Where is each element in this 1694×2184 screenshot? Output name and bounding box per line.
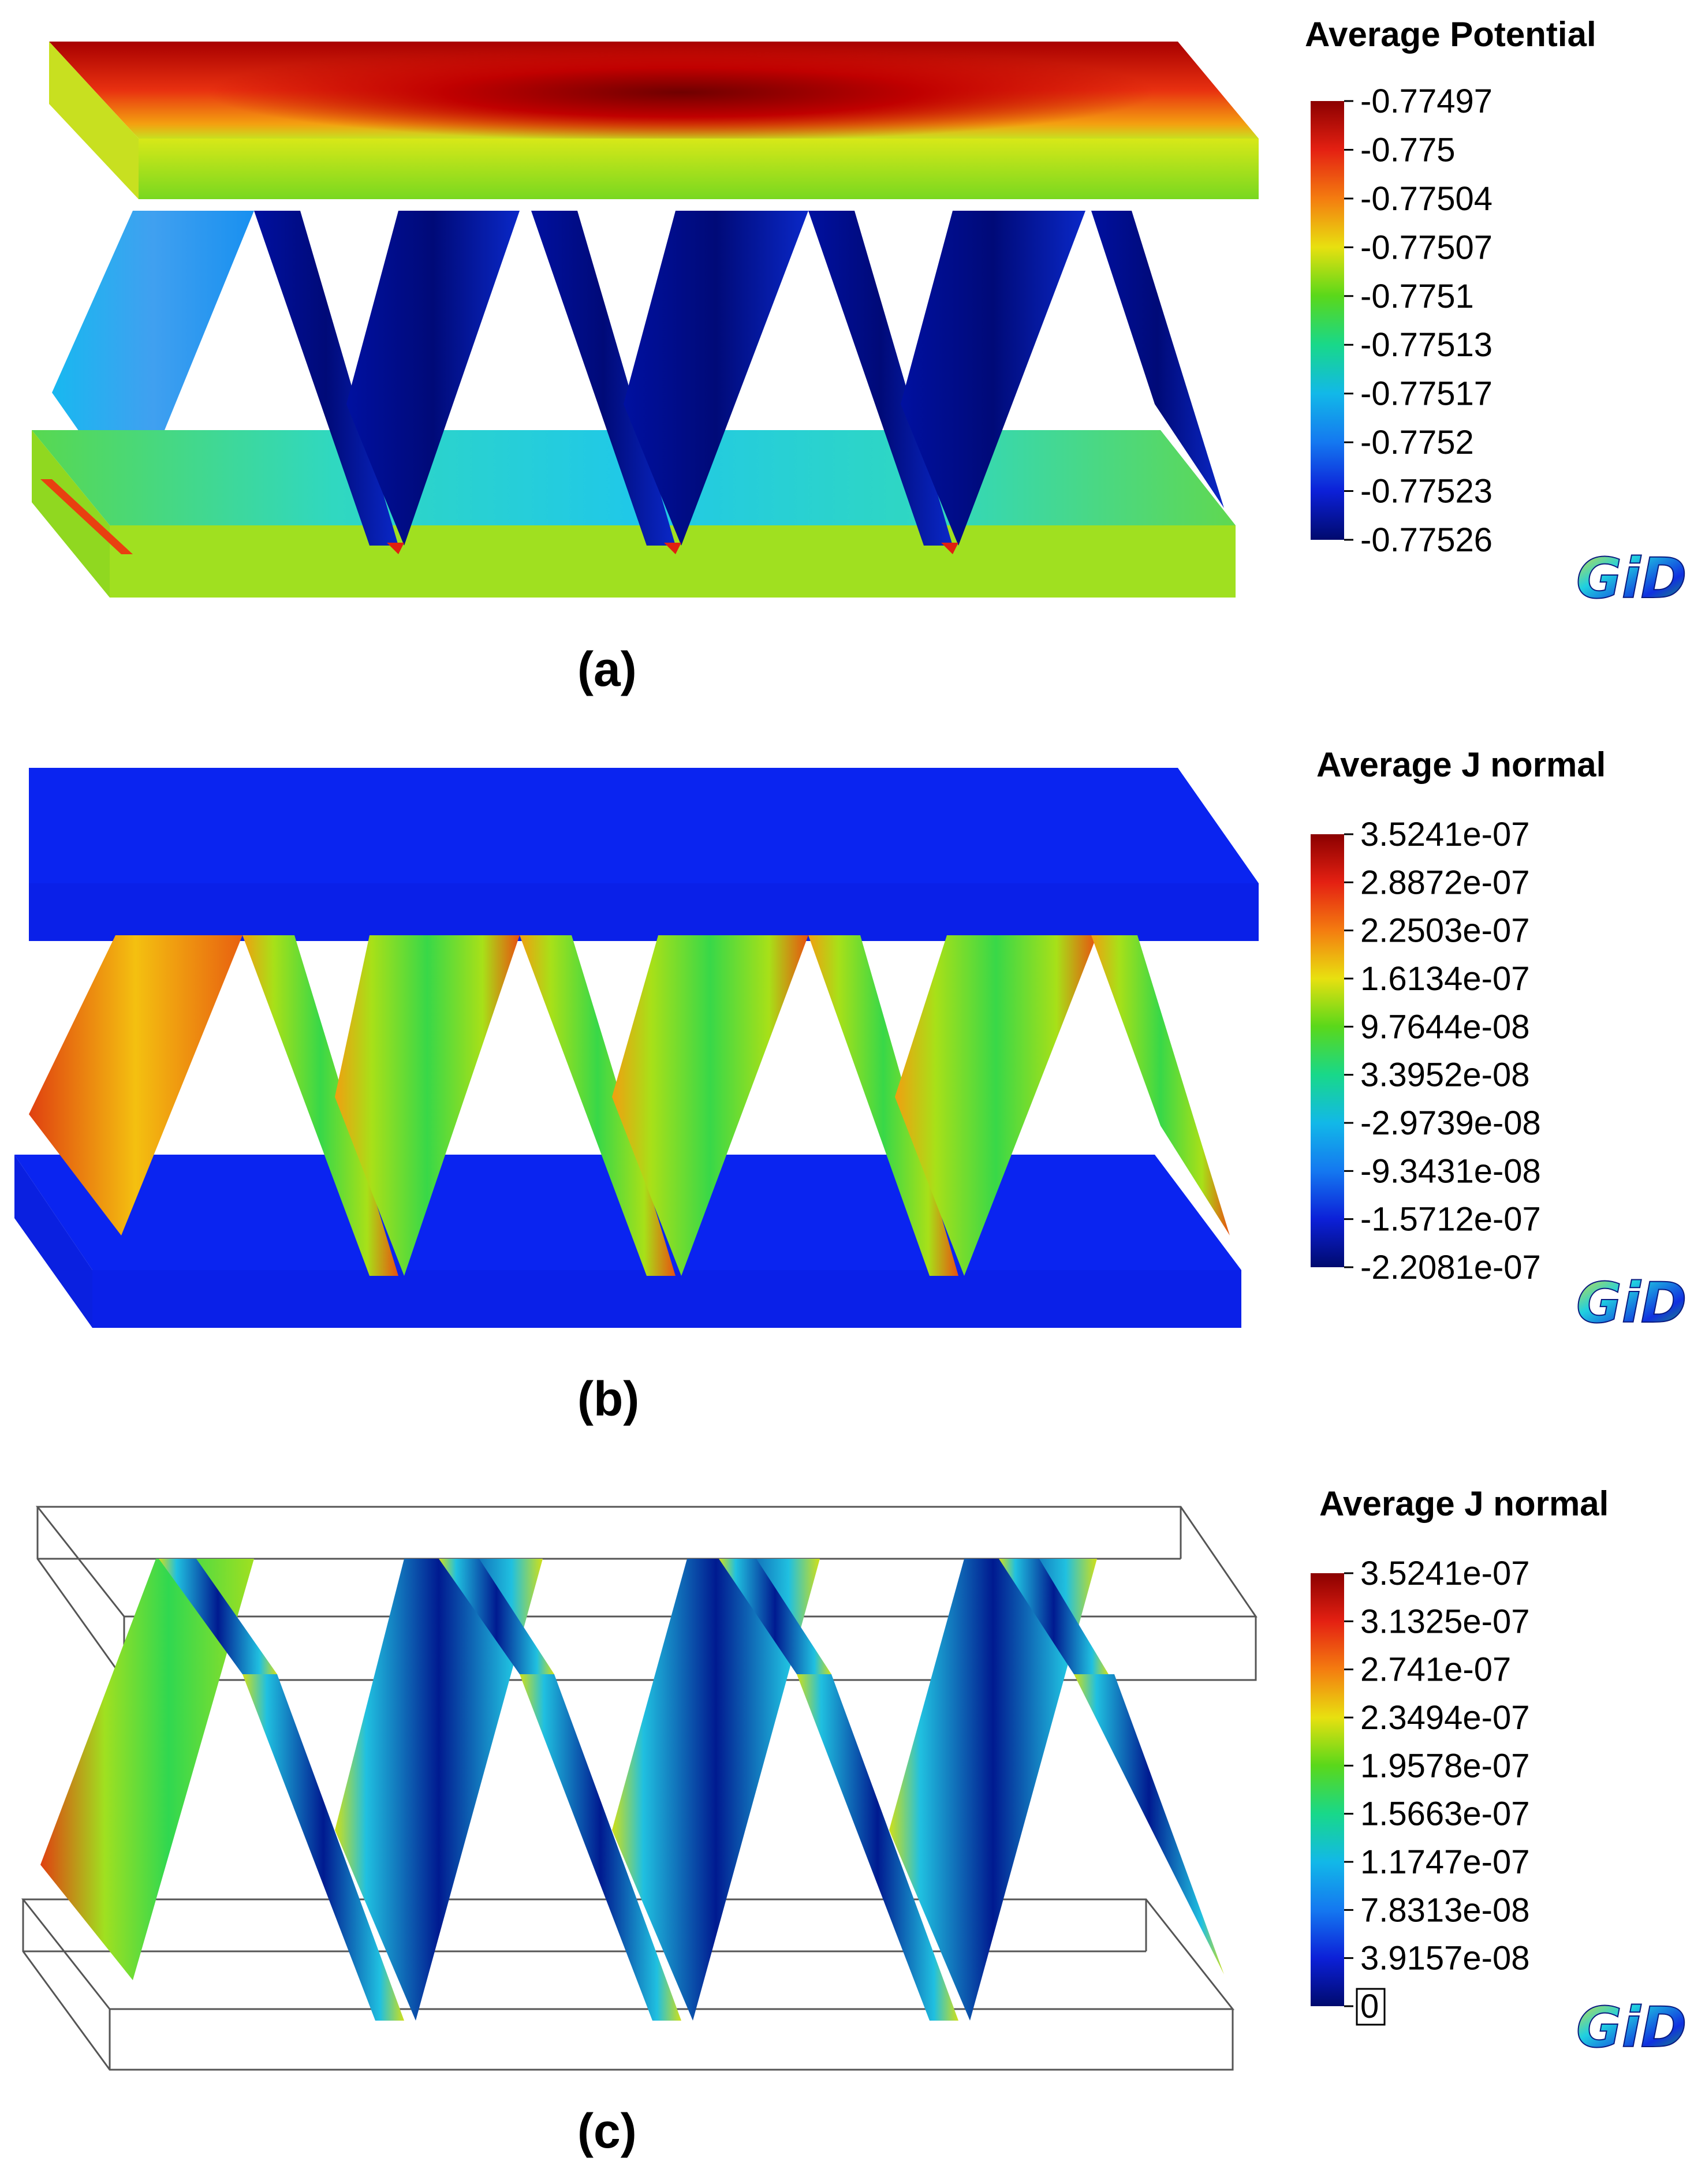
colorbar-tick-label: -2.2081e-07 <box>1360 1249 1541 1286</box>
logo-text: GiD <box>1576 1271 1686 1335</box>
colorbar-tick-label: 1.1747e-07 <box>1360 1843 1529 1881</box>
panel-b-model <box>14 768 1259 1328</box>
colorbar-tick-label: 1.5663e-07 <box>1360 1795 1529 1833</box>
legend-title: Average J normal <box>1316 745 1606 784</box>
colorbar-tick-label: -2.9739e-08 <box>1360 1104 1541 1142</box>
colorbar-tick-label: 1.9578e-07 <box>1360 1747 1529 1784</box>
colorbar-gradient <box>1311 834 1344 1267</box>
blades-a <box>254 211 1224 554</box>
colorbar-gradient <box>1311 101 1344 540</box>
colorbar-a: -0.77497 -0.775 -0.77504 -0.77507 -0.7751 -0.… <box>1311 83 1492 559</box>
colorbar-tick-label: 3.3952e-08 <box>1360 1056 1529 1094</box>
zero-label-box <box>1356 1988 1386 2026</box>
left-wall <box>29 935 242 1235</box>
colorbar-tick-label: 0 <box>1360 1988 1379 2025</box>
panel-label: (b) <box>577 1372 639 1426</box>
colorbar-tick-label: -0.77513 <box>1360 326 1492 364</box>
colorbar-tick-label: 2.8872e-07 <box>1360 864 1529 901</box>
legend-title: Average J normal <box>1319 1484 1609 1523</box>
logo-text: GiD <box>1576 546 1686 611</box>
colorbar-tick-label: 1.6134e-07 <box>1360 960 1529 998</box>
top-plate-front <box>29 883 1259 941</box>
bottom-plate-red-edge <box>40 479 133 554</box>
colorbar-tick-label: 9.7644e-08 <box>1360 1008 1529 1046</box>
colorbar-b: 3.5241e-07 2.8872e-07 2.2503e-07 1.6134e-07… <box>1311 816 1541 1286</box>
colorbar-tick-label: -9.3431e-08 <box>1360 1152 1541 1190</box>
colorbar-tick-label: -0.7752 <box>1360 424 1474 461</box>
bottom-plate-front <box>92 1270 1241 1328</box>
legend-b: Average J normal 3.5241e-07 2.8872e-07 2.2… <box>1311 745 1606 1286</box>
top-plate-front <box>139 139 1259 199</box>
bottom-plate-side <box>32 430 110 598</box>
colorbar-tick-label: -0.77517 <box>1360 375 1492 413</box>
colorbar-c: 3.5241e-07 3.1325e-07 2.741e-07 2.3494e-07 1… <box>1311 1555 1529 2026</box>
colorbar-tick-label: 2.3494e-07 <box>1360 1699 1529 1737</box>
colorbar-tick-label: 3.1325e-07 <box>1360 1603 1529 1640</box>
bottom-plate-side <box>14 1155 92 1328</box>
blades-b <box>242 935 1230 1276</box>
colorbar-tick-label: 2.741e-07 <box>1360 1651 1511 1689</box>
colorbar-tick-label: -0.77523 <box>1360 473 1492 510</box>
gid-logo-b: GiD <box>1576 1270 1687 1336</box>
panel-c: Average J normal 3.5241e-07 3.1325e-07 2.7… <box>21 1484 1687 2158</box>
colorbar-tick-label: -0.77497 <box>1360 83 1492 120</box>
colorbar-tick-label: 3.5241e-07 <box>1360 816 1529 853</box>
colorbar-tick-label: -0.77507 <box>1360 229 1492 266</box>
panel-a-model <box>32 42 1259 598</box>
colorbar-tick-label: 3.9157e-08 <box>1360 1940 1529 1977</box>
blades-c <box>159 1559 1224 2021</box>
top-plate-face <box>29 768 1259 883</box>
panel-label: (c) <box>577 2104 637 2158</box>
colorbar-tick-label: -0.775 <box>1360 131 1455 169</box>
legend-title: Average Potential <box>1305 15 1596 54</box>
colorbar-tick-label: -0.77526 <box>1360 521 1492 559</box>
colorbar-tick-label: -1.5712e-07 <box>1360 1201 1541 1238</box>
colorbar-tick-label: 2.2503e-07 <box>1360 912 1529 950</box>
gid-logo-c: GiD <box>1576 1995 1687 2060</box>
top-plate-hotspot <box>208 43 1155 141</box>
colorbar-tick-label: 3.5241e-07 <box>1360 1555 1529 1592</box>
panel-c-model <box>21 1506 1258 2071</box>
colorbar-tick-label: -0.77504 <box>1360 180 1492 218</box>
logo-text: GiD <box>1576 1995 1686 2060</box>
legend-a: Average Potential -0.77497 -0.775 -0.77504… <box>1305 15 1596 559</box>
colorbar-tick-label: -0.7751 <box>1360 278 1474 315</box>
left-wall <box>40 1559 254 1980</box>
gid-logo-a: GiD <box>1576 546 1687 611</box>
top-plate-side <box>49 42 139 199</box>
panel-b: Average J normal 3.5241e-07 2.8872e-07 2.2… <box>14 745 1687 1426</box>
colorbar-tick-label: 7.8313e-08 <box>1360 1891 1529 1929</box>
panel-a: Average Potential -0.77497 -0.775 -0.77504… <box>32 15 1687 696</box>
legend-c: Average J normal 3.5241e-07 3.1325e-07 2.7… <box>1311 1484 1609 2026</box>
colorbar-gradient <box>1311 1573 1344 2006</box>
panel-label: (a) <box>577 642 637 696</box>
